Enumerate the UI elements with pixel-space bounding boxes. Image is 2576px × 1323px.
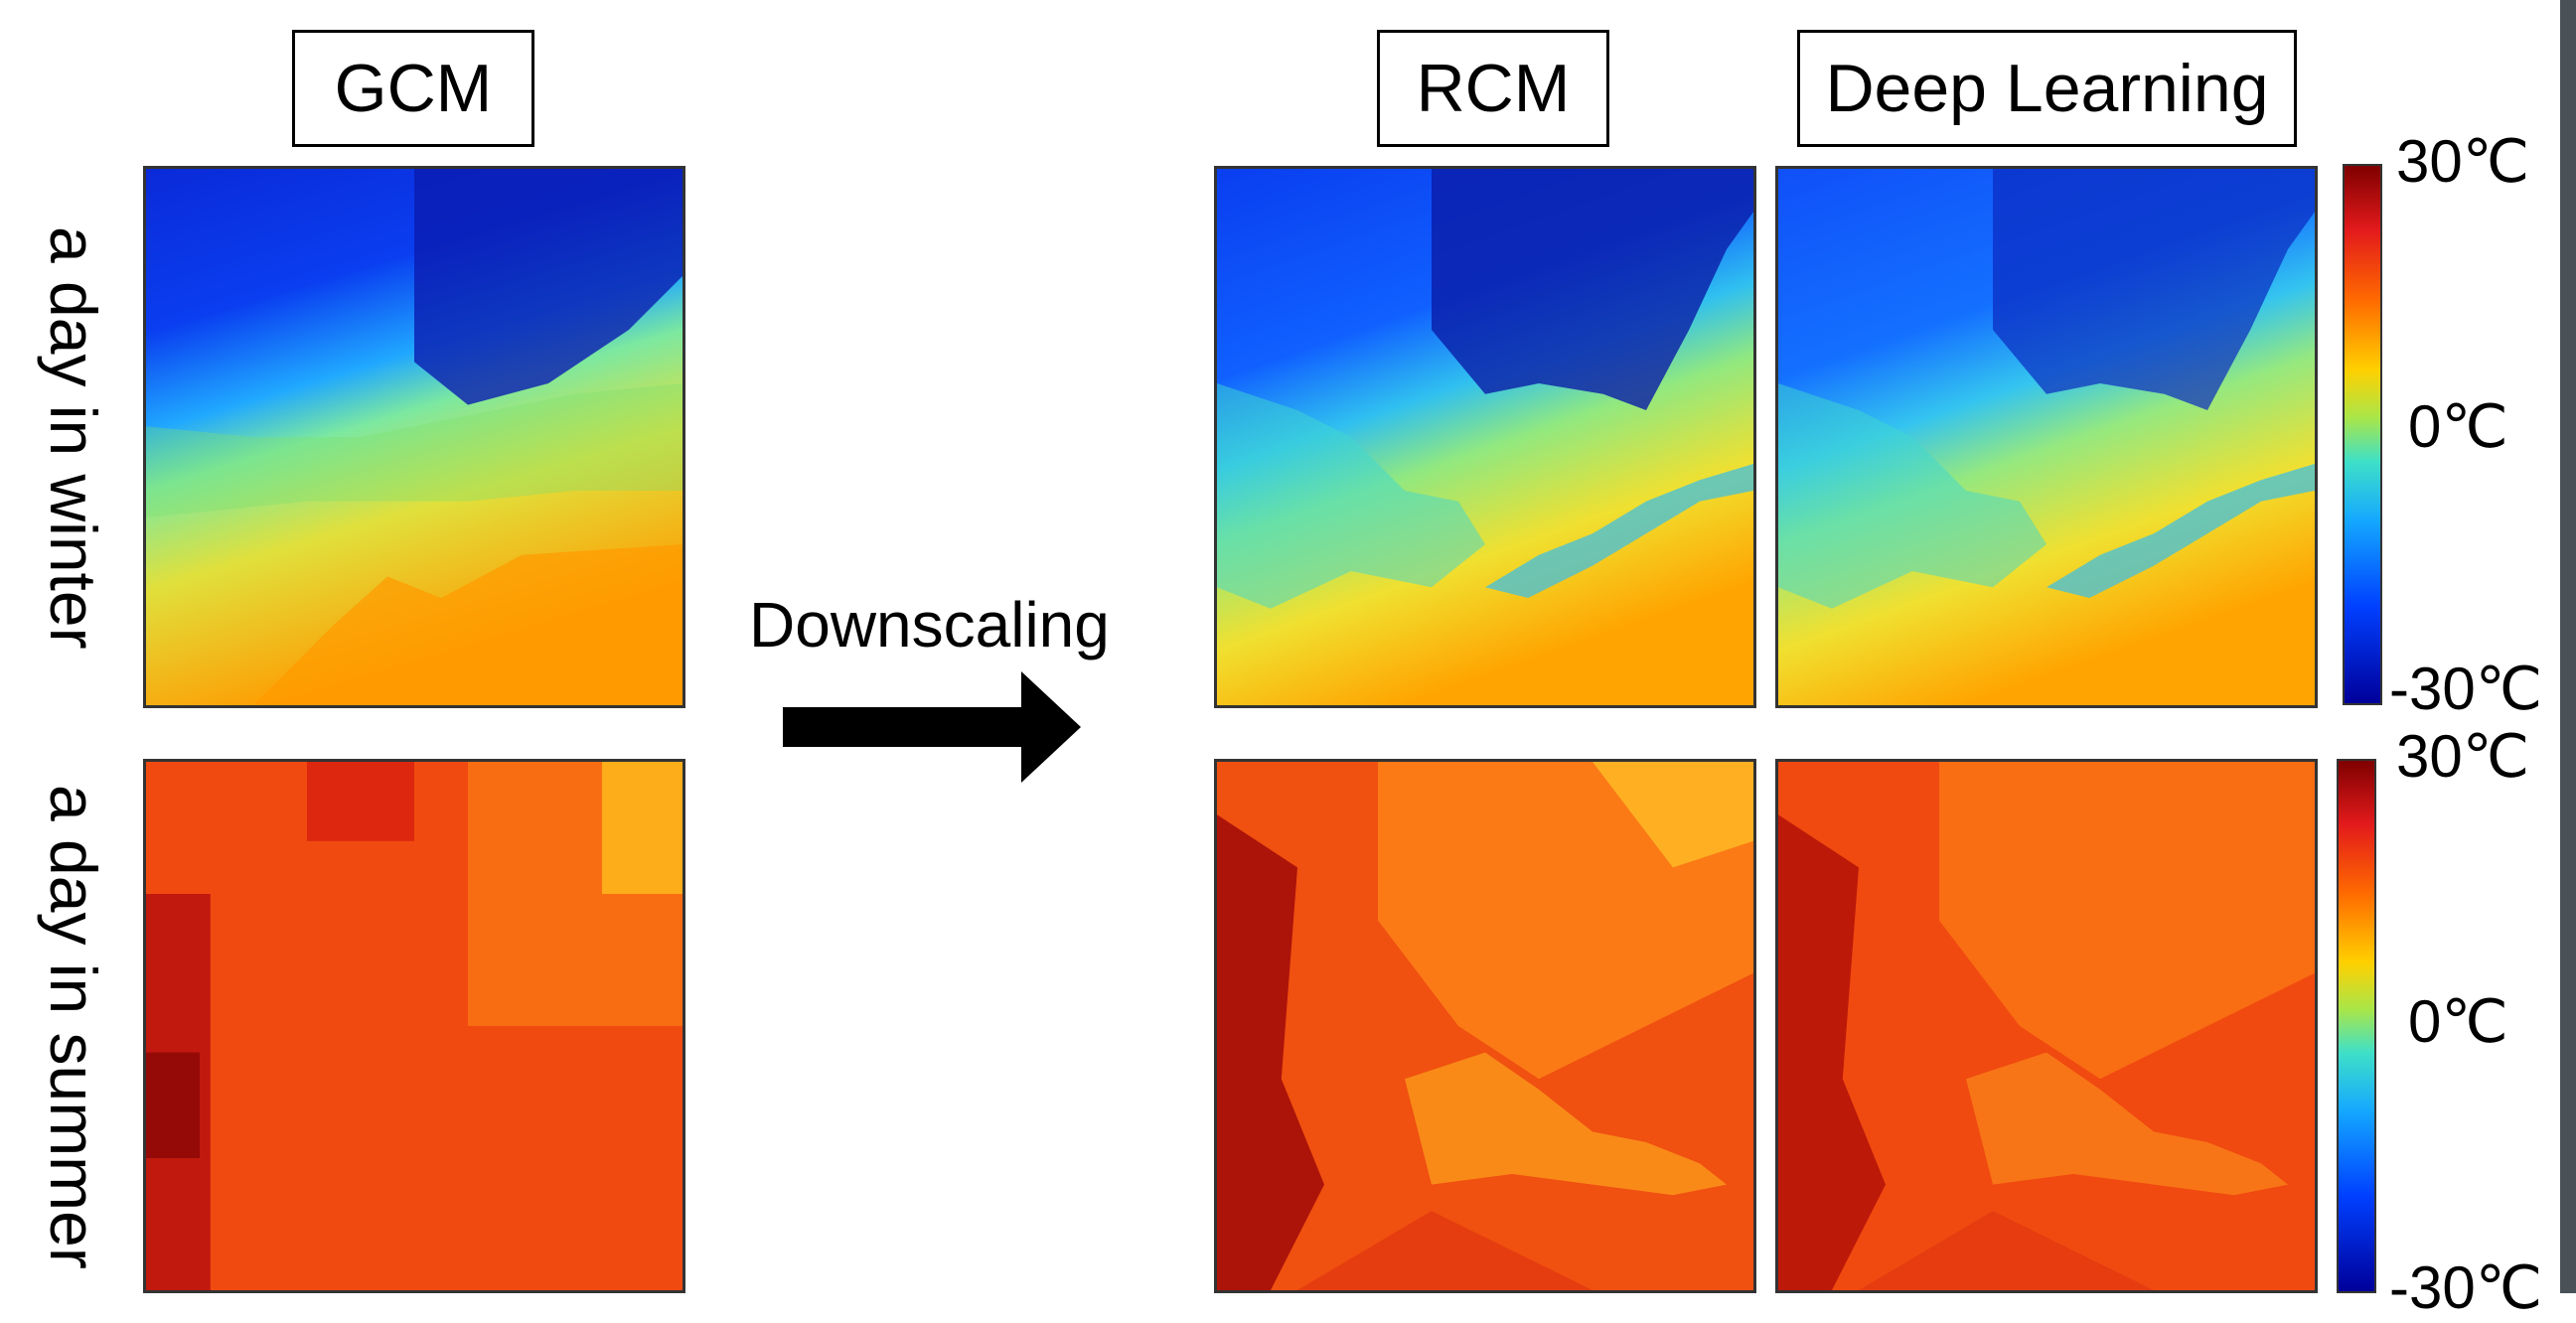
header-rcm: RCM: [1377, 30, 1609, 147]
colorbar-summer-mid-label: 0℃: [2408, 988, 2508, 1055]
colorbar-summer-min-label: -30℃: [2389, 1254, 2543, 1321]
colorbar-summer: [2337, 759, 2376, 1293]
header-deep-learning: Deep Learning: [1797, 30, 2297, 147]
header-rcm-label: RCM: [1416, 51, 1571, 126]
colorbar-winter-max-label: 30℃: [2396, 128, 2530, 195]
colorbar-summer-max-label: 30℃: [2396, 723, 2530, 790]
header-deep-learning-label: Deep Learning: [1825, 51, 2269, 126]
map-rcm-winter: [1214, 166, 1756, 708]
colorbar-winter: [2343, 164, 2382, 705]
map-dl-winter: [1775, 166, 2318, 708]
map-rcm-summer: [1214, 759, 1756, 1293]
header-gcm: GCM: [292, 30, 534, 147]
map-gcm-winter: [143, 166, 685, 708]
colorbar-winter-min-label: -30℃: [2389, 656, 2543, 722]
map-gcm-summer: [143, 759, 685, 1293]
row-label-summer: a day in summer: [37, 785, 110, 1269]
map-dl-summer: [1775, 759, 2318, 1293]
arrow-label: Downscaling: [749, 589, 1110, 661]
right-edge-bar: [2560, 0, 2576, 1293]
header-gcm-label: GCM: [334, 51, 493, 126]
downscaling-arrow: [783, 671, 1081, 783]
row-label-winter: a day in winter: [37, 226, 110, 650]
colorbar-winter-mid-label: 0℃: [2408, 393, 2508, 460]
